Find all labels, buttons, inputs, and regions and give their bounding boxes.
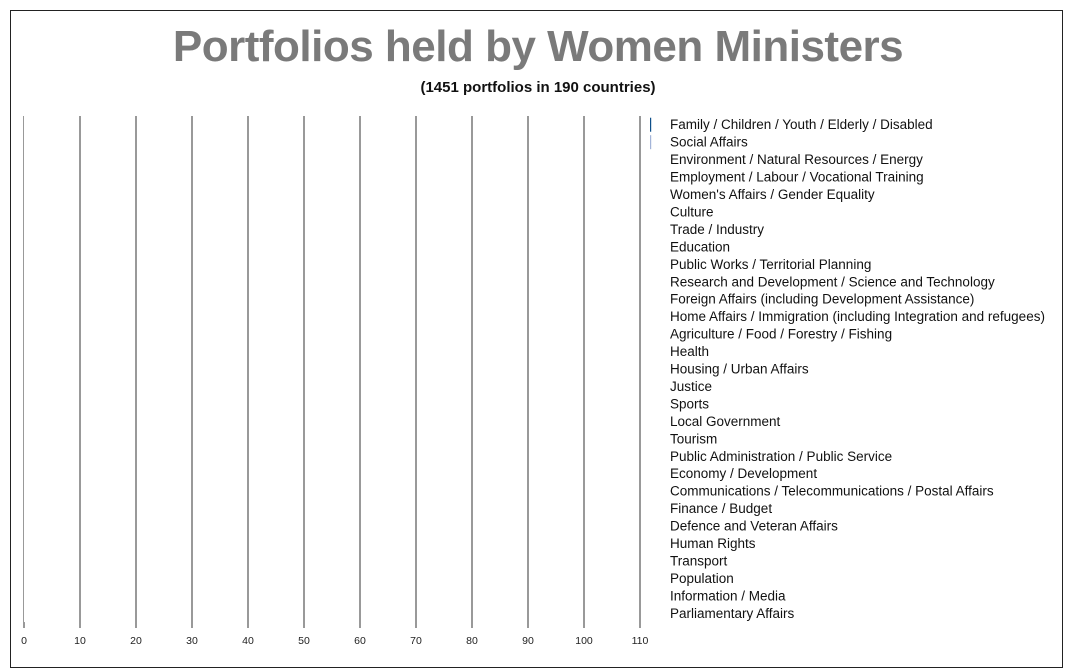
category-label: Population xyxy=(670,571,734,586)
category-label: Justice xyxy=(670,379,712,394)
x-tick-label: 50 xyxy=(298,635,310,647)
category-label: Human Rights xyxy=(670,536,756,551)
category-label: Foreign Affairs (including Development A… xyxy=(670,292,974,307)
x-tick-label: 0 xyxy=(21,635,27,647)
category-label: Women's Affairs / Gender Equality xyxy=(670,187,875,202)
category-label: Economy / Development xyxy=(670,466,817,481)
category-label: Parliamentary Affairs xyxy=(670,606,795,621)
category-label: Information / Media xyxy=(670,588,786,603)
category-label: Employment / Labour / Vocational Trainin… xyxy=(670,170,924,185)
category-label: Home Affairs / Immigration (including In… xyxy=(670,309,1045,324)
x-tick-label: 20 xyxy=(130,635,142,647)
category-label: Finance / Budget xyxy=(670,501,772,516)
category-label: Transport xyxy=(670,553,728,568)
chart-title: Portfolios held by Women Ministers xyxy=(172,22,904,71)
category-label: Health xyxy=(670,344,709,359)
x-tick-label: 80 xyxy=(466,635,478,647)
category-labels: Family / Children / Youth / Elderly / Di… xyxy=(670,117,1045,621)
category-label: Agriculture / Food / Forestry / Fishing xyxy=(670,327,892,342)
x-tick-label: 60 xyxy=(354,635,366,647)
category-label: Tourism xyxy=(670,431,717,446)
category-label: Local Government xyxy=(670,414,781,429)
plot-area xyxy=(24,116,650,623)
x-tick-label: 100 xyxy=(575,635,593,647)
category-label: Research and Development / Science and T… xyxy=(670,274,995,289)
x-tick-label: 70 xyxy=(410,635,422,647)
category-label: Housing / Urban Affairs xyxy=(670,362,809,377)
category-label: Trade / Industry xyxy=(670,222,764,237)
x-tick-label: 90 xyxy=(522,635,534,647)
grid-lines xyxy=(24,116,650,629)
category-label: Defence and Veteran Affairs xyxy=(670,519,838,534)
category-label: Family / Children / Youth / Elderly / Di… xyxy=(670,117,933,132)
x-tick-label: 110 xyxy=(632,635,649,647)
category-label: Sports xyxy=(670,396,709,411)
category-label: Education xyxy=(670,239,730,254)
category-label: Social Affairs xyxy=(670,135,748,150)
category-label: Public Works / Territorial Planning xyxy=(670,257,871,272)
category-label: Culture xyxy=(670,204,714,219)
category-label: Public Administration / Public Service xyxy=(670,449,892,464)
category-label: Environment / Natural Resources / Energy xyxy=(670,152,923,167)
x-tick-label: 10 xyxy=(74,635,86,647)
chart-subtitle: (1451 portfolios in 190 countries) xyxy=(420,79,656,96)
x-tick-label: 40 xyxy=(242,635,254,647)
category-label: Communications / Telecommunications / Po… xyxy=(670,484,994,499)
x-tick-label: 30 xyxy=(186,635,198,647)
